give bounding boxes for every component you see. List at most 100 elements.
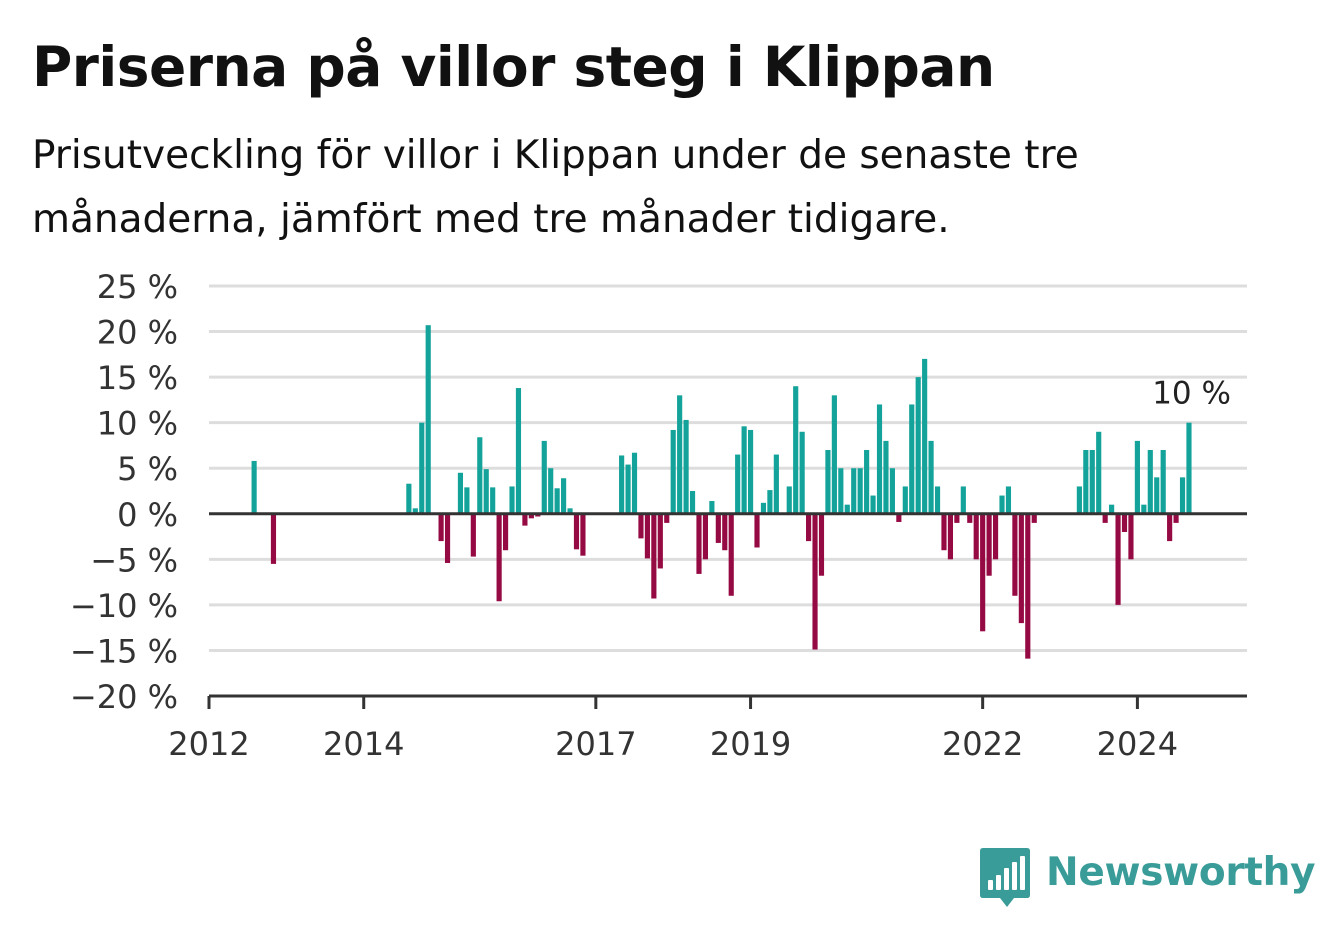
bar: [947, 513, 954, 560]
y-tick-label: 20 %: [97, 314, 178, 352]
bar: [709, 501, 715, 514]
bar: [812, 513, 818, 650]
bar: [1186, 422, 1192, 514]
bar: [973, 513, 979, 560]
bar: [470, 513, 476, 557]
bar: [670, 429, 676, 514]
bar: [683, 419, 689, 514]
bar: [876, 404, 883, 514]
bar: [928, 440, 934, 514]
bar: [999, 495, 1005, 514]
bar: [522, 513, 528, 526]
bar: [406, 483, 412, 514]
bar: [412, 508, 418, 514]
bar: [980, 513, 986, 632]
bar: [631, 452, 638, 514]
bar: [806, 513, 812, 542]
y-tick-label: −20 %: [70, 678, 178, 716]
bar: [851, 468, 857, 514]
bar: [1031, 513, 1037, 523]
bar: [573, 513, 580, 550]
bar: [844, 504, 850, 514]
y-tick-label: −5 %: [90, 541, 178, 579]
chart-subtitle: Prisutveckling för villor i Klippan unde…: [32, 133, 1079, 242]
bar: [1018, 513, 1024, 624]
bar: [1179, 477, 1186, 514]
bar: [941, 513, 947, 551]
gridlines: [209, 284, 1247, 652]
bar: [457, 472, 464, 514]
bar: [419, 422, 425, 514]
x-axis-tick-labels: 2012 2014 2017 2019 2022 2024: [168, 696, 1178, 763]
bar: [1173, 513, 1179, 523]
x-tick-label: 2012: [168, 725, 249, 763]
bar: [677, 395, 683, 514]
axes: [209, 512, 1247, 698]
bar: [1012, 513, 1018, 596]
bar: [838, 468, 844, 514]
newsworthy-logo-icon: [980, 848, 1030, 907]
bar: [644, 513, 650, 559]
bar: [702, 513, 709, 560]
newsworthy-logo: Newsworthy: [980, 848, 1316, 908]
bar: [425, 325, 431, 514]
bar: [490, 487, 496, 514]
x-tick-label: 2019: [710, 725, 791, 763]
bar: [818, 513, 825, 576]
bar: [902, 486, 908, 514]
bar: [619, 455, 625, 514]
bar: [793, 386, 799, 514]
bar: [464, 487, 470, 514]
bar: [1102, 513, 1108, 523]
bar: [786, 486, 792, 514]
y-tick-label: 0 %: [117, 496, 178, 534]
bar: [1121, 513, 1128, 532]
bar: [651, 513, 657, 599]
bar: [561, 478, 567, 514]
bar: [722, 513, 728, 551]
bar: [747, 429, 754, 514]
bar: [1128, 513, 1134, 560]
bar: [909, 404, 915, 514]
bar: [954, 513, 960, 523]
y-tick-label: 25 %: [97, 268, 178, 306]
bar: [548, 468, 554, 514]
bar: [1154, 477, 1160, 514]
bar: [992, 513, 999, 560]
bar: [483, 469, 489, 514]
bar: [554, 488, 560, 514]
bar: [934, 486, 941, 514]
bar: [825, 450, 831, 514]
bar: [1076, 486, 1082, 514]
bar: [857, 468, 863, 514]
bar: [767, 490, 773, 514]
bar: [1083, 450, 1089, 514]
last-value-label: 10 %: [1152, 376, 1231, 412]
bar: [896, 513, 902, 522]
x-tick-label: 2014: [323, 725, 404, 763]
bar: [799, 431, 805, 514]
x-tick-label: 2017: [555, 725, 636, 763]
bar: [689, 491, 696, 514]
bar: [1141, 504, 1147, 514]
bar: [960, 486, 966, 514]
bar: [741, 426, 747, 514]
bar: [509, 486, 515, 514]
bar: [754, 513, 760, 548]
bar: [728, 513, 734, 596]
bar: [638, 513, 644, 539]
bar: [883, 440, 889, 514]
bar: [922, 358, 928, 514]
bar: [870, 495, 876, 514]
bar: [1147, 450, 1153, 514]
bar: [1005, 486, 1012, 514]
bar: [831, 395, 837, 514]
bar: [438, 513, 444, 542]
bar: [696, 513, 702, 574]
bar: [773, 454, 779, 514]
bar: [477, 437, 483, 514]
bar: [735, 454, 741, 514]
bar: [986, 513, 992, 576]
bar: [444, 513, 451, 563]
bar: [1115, 513, 1121, 605]
